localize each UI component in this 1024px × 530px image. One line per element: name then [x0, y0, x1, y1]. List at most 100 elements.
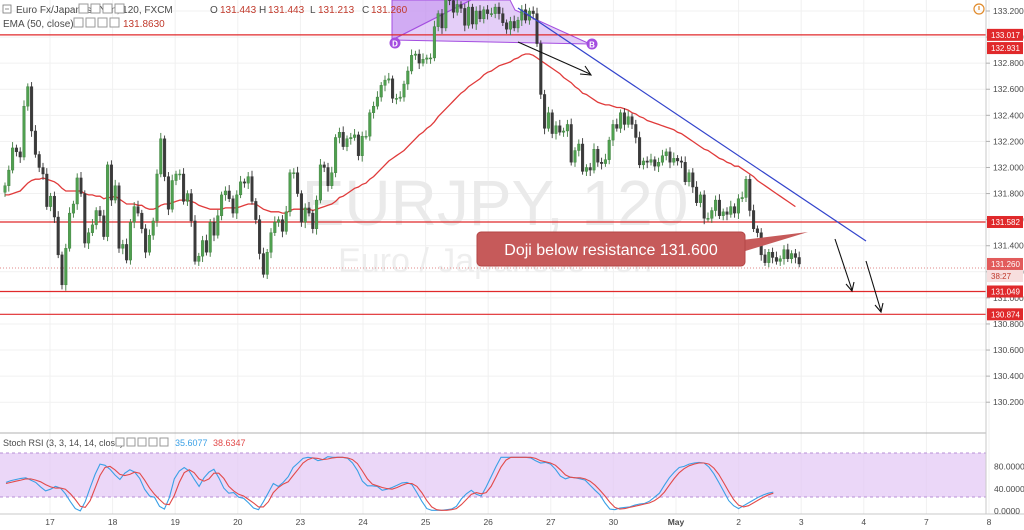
- candle-body: [797, 257, 801, 265]
- downtrend-line[interactable]: [517, 7, 867, 242]
- candle-body: [474, 10, 478, 25]
- ema-header-icons[interactable]: [73, 17, 120, 28]
- candle-body: [463, 8, 467, 26]
- horizontal-levels[interactable]: [0, 34, 986, 315]
- ema-line: [5, 53, 796, 214]
- harmonic-pattern[interactable]: D B: [389, 0, 598, 50]
- candle-body: [565, 124, 569, 132]
- candle-body: [277, 219, 281, 223]
- level-tag-bg: [987, 42, 1023, 55]
- candle-body: [71, 203, 75, 214]
- candle-body: [672, 158, 676, 163]
- time-axis-label: 27: [546, 517, 556, 527]
- candle-body: [30, 86, 34, 132]
- candle-body: [425, 57, 429, 60]
- candle-body: [94, 210, 98, 226]
- price-axis-label: 132.200: [993, 136, 1024, 146]
- candle-body: [11, 147, 15, 171]
- candle-body: [33, 130, 37, 155]
- candle-body: [273, 222, 277, 233]
- header-button-icons[interactable]: [78, 3, 125, 14]
- doji-annotation[interactable]: Doji below resistance 131.600: [476, 231, 808, 267]
- candle-body: [543, 94, 547, 129]
- candle-body: [505, 22, 509, 30]
- candle-body: [524, 9, 528, 21]
- price-axis-label: 131.400: [993, 241, 1024, 251]
- candle-body: [349, 137, 353, 139]
- candle-body: [322, 164, 326, 168]
- candle-body: [550, 112, 554, 134]
- candle-body: [125, 244, 129, 261]
- ema-legend-value: 131.8630: [123, 19, 165, 30]
- time-axis-label: 17: [45, 517, 55, 527]
- level-tag-bg: [987, 215, 1023, 228]
- candle-body: [520, 9, 524, 21]
- candle-body: [626, 116, 630, 125]
- candle-body: [163, 138, 167, 177]
- time-axis[interactable]: 17 18 19 20 23 24 25 26 27 30 May 2 3 4 7 8: [45, 517, 991, 527]
- candle-body: [455, 4, 459, 13]
- candle-body: [372, 105, 376, 113]
- candle-body: [174, 173, 178, 181]
- candle-body: [379, 85, 383, 98]
- candle-body: [717, 199, 721, 216]
- arrow-down-3: [865, 260, 884, 314]
- candle-body: [56, 216, 60, 256]
- candle-body: [489, 13, 493, 15]
- time-axis-label: 2: [736, 517, 741, 527]
- candle-body: [790, 253, 794, 259]
- candle-body: [729, 206, 733, 215]
- time-axis-label: 19: [170, 517, 180, 527]
- candle-body: [261, 253, 265, 275]
- candle-body: [204, 240, 208, 253]
- stoch-axis[interactable]: 80.0000 40.0000 0.0000: [994, 461, 1024, 516]
- price-axis-tags: 133.017 131.582 131.049 130.874 132.931 131.2…: [987, 28, 1023, 321]
- candle-body: [622, 112, 626, 125]
- price-axis-label: 132.800: [993, 58, 1024, 68]
- candle-body: [657, 162, 661, 167]
- price-axis-label: 131.000: [993, 293, 1024, 303]
- candle-body: [508, 21, 512, 30]
- candle-body: [90, 224, 94, 233]
- candle-body: [782, 249, 786, 259]
- candle-body: [368, 112, 372, 137]
- candle-body: [714, 199, 718, 211]
- candle-body: [227, 190, 231, 199]
- time-axis-label: 20: [233, 517, 243, 527]
- open-label: O: [210, 5, 218, 16]
- level-tag: 131.049: [991, 287, 1020, 296]
- candle-body: [258, 219, 262, 254]
- candle-body: [516, 19, 520, 29]
- candle-body: [18, 151, 22, 158]
- candle-body: [558, 125, 562, 133]
- candle-body: [467, 6, 471, 26]
- candle-body: [87, 232, 91, 244]
- candle-body: [581, 143, 585, 172]
- arrows: [517, 41, 884, 314]
- candle-body: [596, 149, 600, 163]
- alert-icon[interactable]: [973, 3, 985, 15]
- candle-body: [75, 177, 79, 205]
- candle-body: [113, 185, 117, 201]
- candle-body: [793, 253, 797, 258]
- candle-body: [546, 112, 550, 129]
- candle-body: [391, 78, 395, 99]
- candle-body: [600, 162, 604, 164]
- arrow-down-1: [517, 41, 593, 76]
- candle-body: [178, 173, 182, 176]
- candle-body: [269, 232, 273, 253]
- chart-header: Euro Fx/Japanese Yen, 120, FXCM O 131.44…: [2, 3, 408, 30]
- candle-body: [562, 130, 566, 133]
- candle-body: [512, 21, 516, 29]
- stoch-header: Stoch RSI (3, 3, 14, 14, close) 35.6077 …: [3, 437, 246, 448]
- candle-body: [68, 212, 72, 249]
- candle-body: [436, 13, 440, 27]
- pattern-point-d: [389, 37, 401, 49]
- candle-body: [242, 181, 246, 184]
- candle-body: [239, 181, 243, 196]
- candle-body: [364, 135, 368, 138]
- stoch-header-icons[interactable]: [115, 437, 169, 447]
- candle-body: [755, 228, 759, 233]
- time-axis-label: 25: [421, 517, 431, 527]
